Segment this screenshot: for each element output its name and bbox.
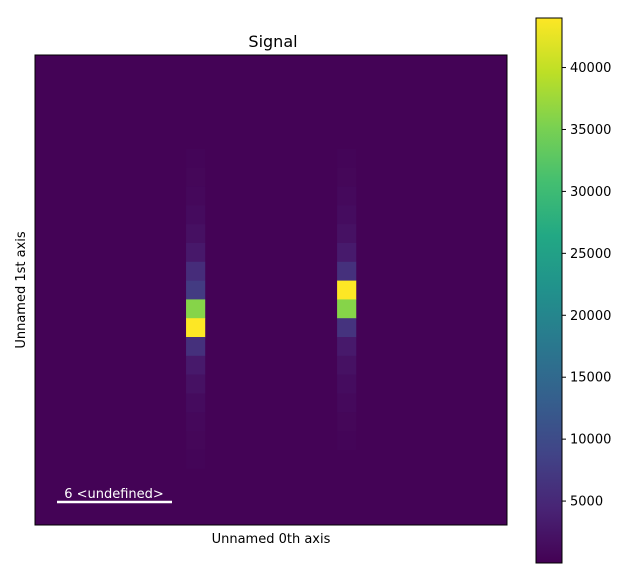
colorbar-tick-label: 10000 (570, 433, 611, 448)
colorbar-tick-label: 40000 (570, 61, 611, 76)
heatmap-cell (186, 261, 206, 281)
heatmap-cell (337, 186, 357, 206)
heatmap-cell (337, 412, 357, 432)
heatmap-cell (186, 431, 206, 451)
heatmap-cell (186, 412, 206, 432)
colorbar-tick-label: 5000 (570, 495, 603, 510)
heatmap-cell (337, 243, 357, 263)
heatmap-cell (186, 280, 206, 300)
heatmap-cell (337, 431, 357, 451)
plot-frame (34, 54, 508, 526)
heatmap-cell (337, 224, 357, 244)
x-axis-label: Unnamed 0th axis (212, 532, 331, 547)
colorbar: 5000 10000 15000 20000 25000 30000 35000 40000 (535, 17, 611, 564)
heatmap-cell (337, 374, 357, 394)
heatmap-cell (186, 224, 206, 244)
colorbar-tick-label: 25000 (570, 247, 611, 262)
heatmap-cell (337, 261, 357, 281)
heatmap-cell (337, 205, 357, 225)
heatmap-cell (186, 337, 206, 357)
scalebar-label: 6 <undefined> (64, 487, 164, 502)
heatmap-cell (337, 318, 357, 338)
heatmap-cell (337, 393, 357, 413)
heatmap-cell (186, 318, 206, 338)
heatmap-cell (186, 149, 206, 169)
colorbar-tick-label: 30000 (570, 185, 611, 200)
heatmap-cell (186, 374, 206, 394)
heatmap-cell (337, 299, 357, 319)
y-axis-label: Unnamed 1st axis (14, 231, 29, 349)
heatmap-cell (186, 205, 206, 225)
colorbar-tick-label: 35000 (570, 123, 611, 138)
colorbar-tick-label: 20000 (570, 309, 611, 324)
heatmap-cell (186, 393, 206, 413)
heatmap-cell (337, 337, 357, 357)
heatmap-area (34, 54, 508, 526)
heatmap-cell (186, 243, 206, 263)
heatmap-cell (337, 167, 357, 187)
chart-title: Signal (248, 32, 297, 51)
heatmap-cell (337, 149, 357, 169)
colorbar-tick-label: 15000 (570, 371, 611, 386)
heatmap-cell (186, 299, 206, 319)
heatmap-cell (337, 355, 357, 375)
heatmap-cell (186, 449, 206, 469)
heatmap-cell (186, 186, 206, 206)
scalebar: 6 <undefined> (57, 487, 172, 504)
heatmap-cell (337, 280, 357, 300)
colorbar-gradient (535, 17, 563, 564)
heatmap-cell (186, 355, 206, 375)
heatmap-cell (186, 167, 206, 187)
heatmap-background (35, 55, 507, 525)
